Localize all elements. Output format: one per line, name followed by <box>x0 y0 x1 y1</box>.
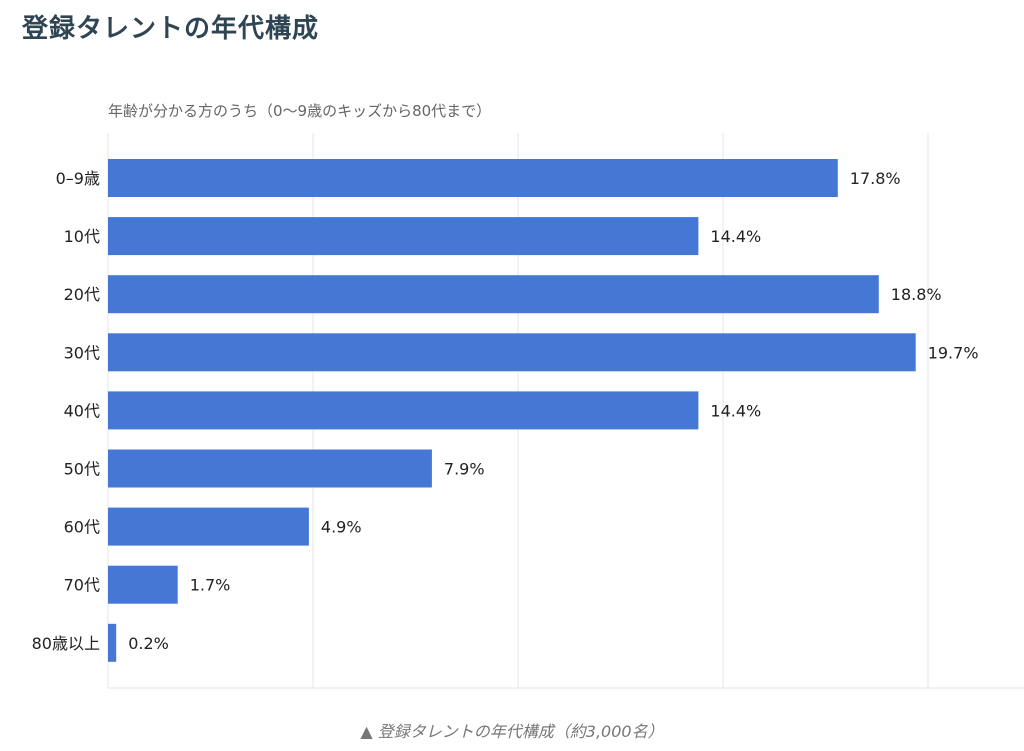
value-label: 1.7% <box>190 576 231 595</box>
bar-chart: 0–9歳 17.8% 10代 14.4% 20代 18.8% 30代 19.7% 40代 14.4… <box>32 133 1024 689</box>
label-layer: 0–9歳 17.8% 10代 14.4% 20代 18.8% 30代 19.7% 40代 14.4… <box>32 169 979 653</box>
bar <box>108 449 432 488</box>
bar <box>108 623 117 662</box>
category-label: 40代 <box>64 401 100 420</box>
value-label: 17.8% <box>850 169 901 188</box>
value-label: 19.7% <box>928 343 979 362</box>
value-label: 7.9% <box>444 460 485 479</box>
category-label: 80歳以上 <box>32 634 100 653</box>
chart-subtitle: 年齢が分かる方のうち（0〜9歳のキッズから80代まで） <box>108 102 492 120</box>
category-label: 50代 <box>64 460 100 479</box>
page-title: 登録タレントの年代構成 <box>22 14 320 44</box>
bar <box>108 275 879 314</box>
value-label: 14.4% <box>710 227 761 246</box>
value-label: 4.9% <box>321 518 362 537</box>
category-label: 30代 <box>64 343 100 362</box>
bar <box>108 159 838 197</box>
value-label: 0.2% <box>128 634 169 653</box>
bar <box>108 391 699 430</box>
bar <box>108 333 916 372</box>
category-label: 70代 <box>64 576 100 595</box>
category-label: 60代 <box>64 518 100 537</box>
chart-caption: ▲ 登録タレントの年代構成（約3,000名） <box>360 722 664 741</box>
bar <box>108 217 699 256</box>
category-label: 0–9歳 <box>56 169 100 188</box>
bar <box>108 565 178 604</box>
category-label: 20代 <box>64 285 100 304</box>
category-label: 10代 <box>64 227 100 246</box>
bar-layer <box>108 159 916 662</box>
value-label: 14.4% <box>710 401 761 420</box>
bar <box>108 507 309 546</box>
value-label: 18.8% <box>891 285 942 304</box>
